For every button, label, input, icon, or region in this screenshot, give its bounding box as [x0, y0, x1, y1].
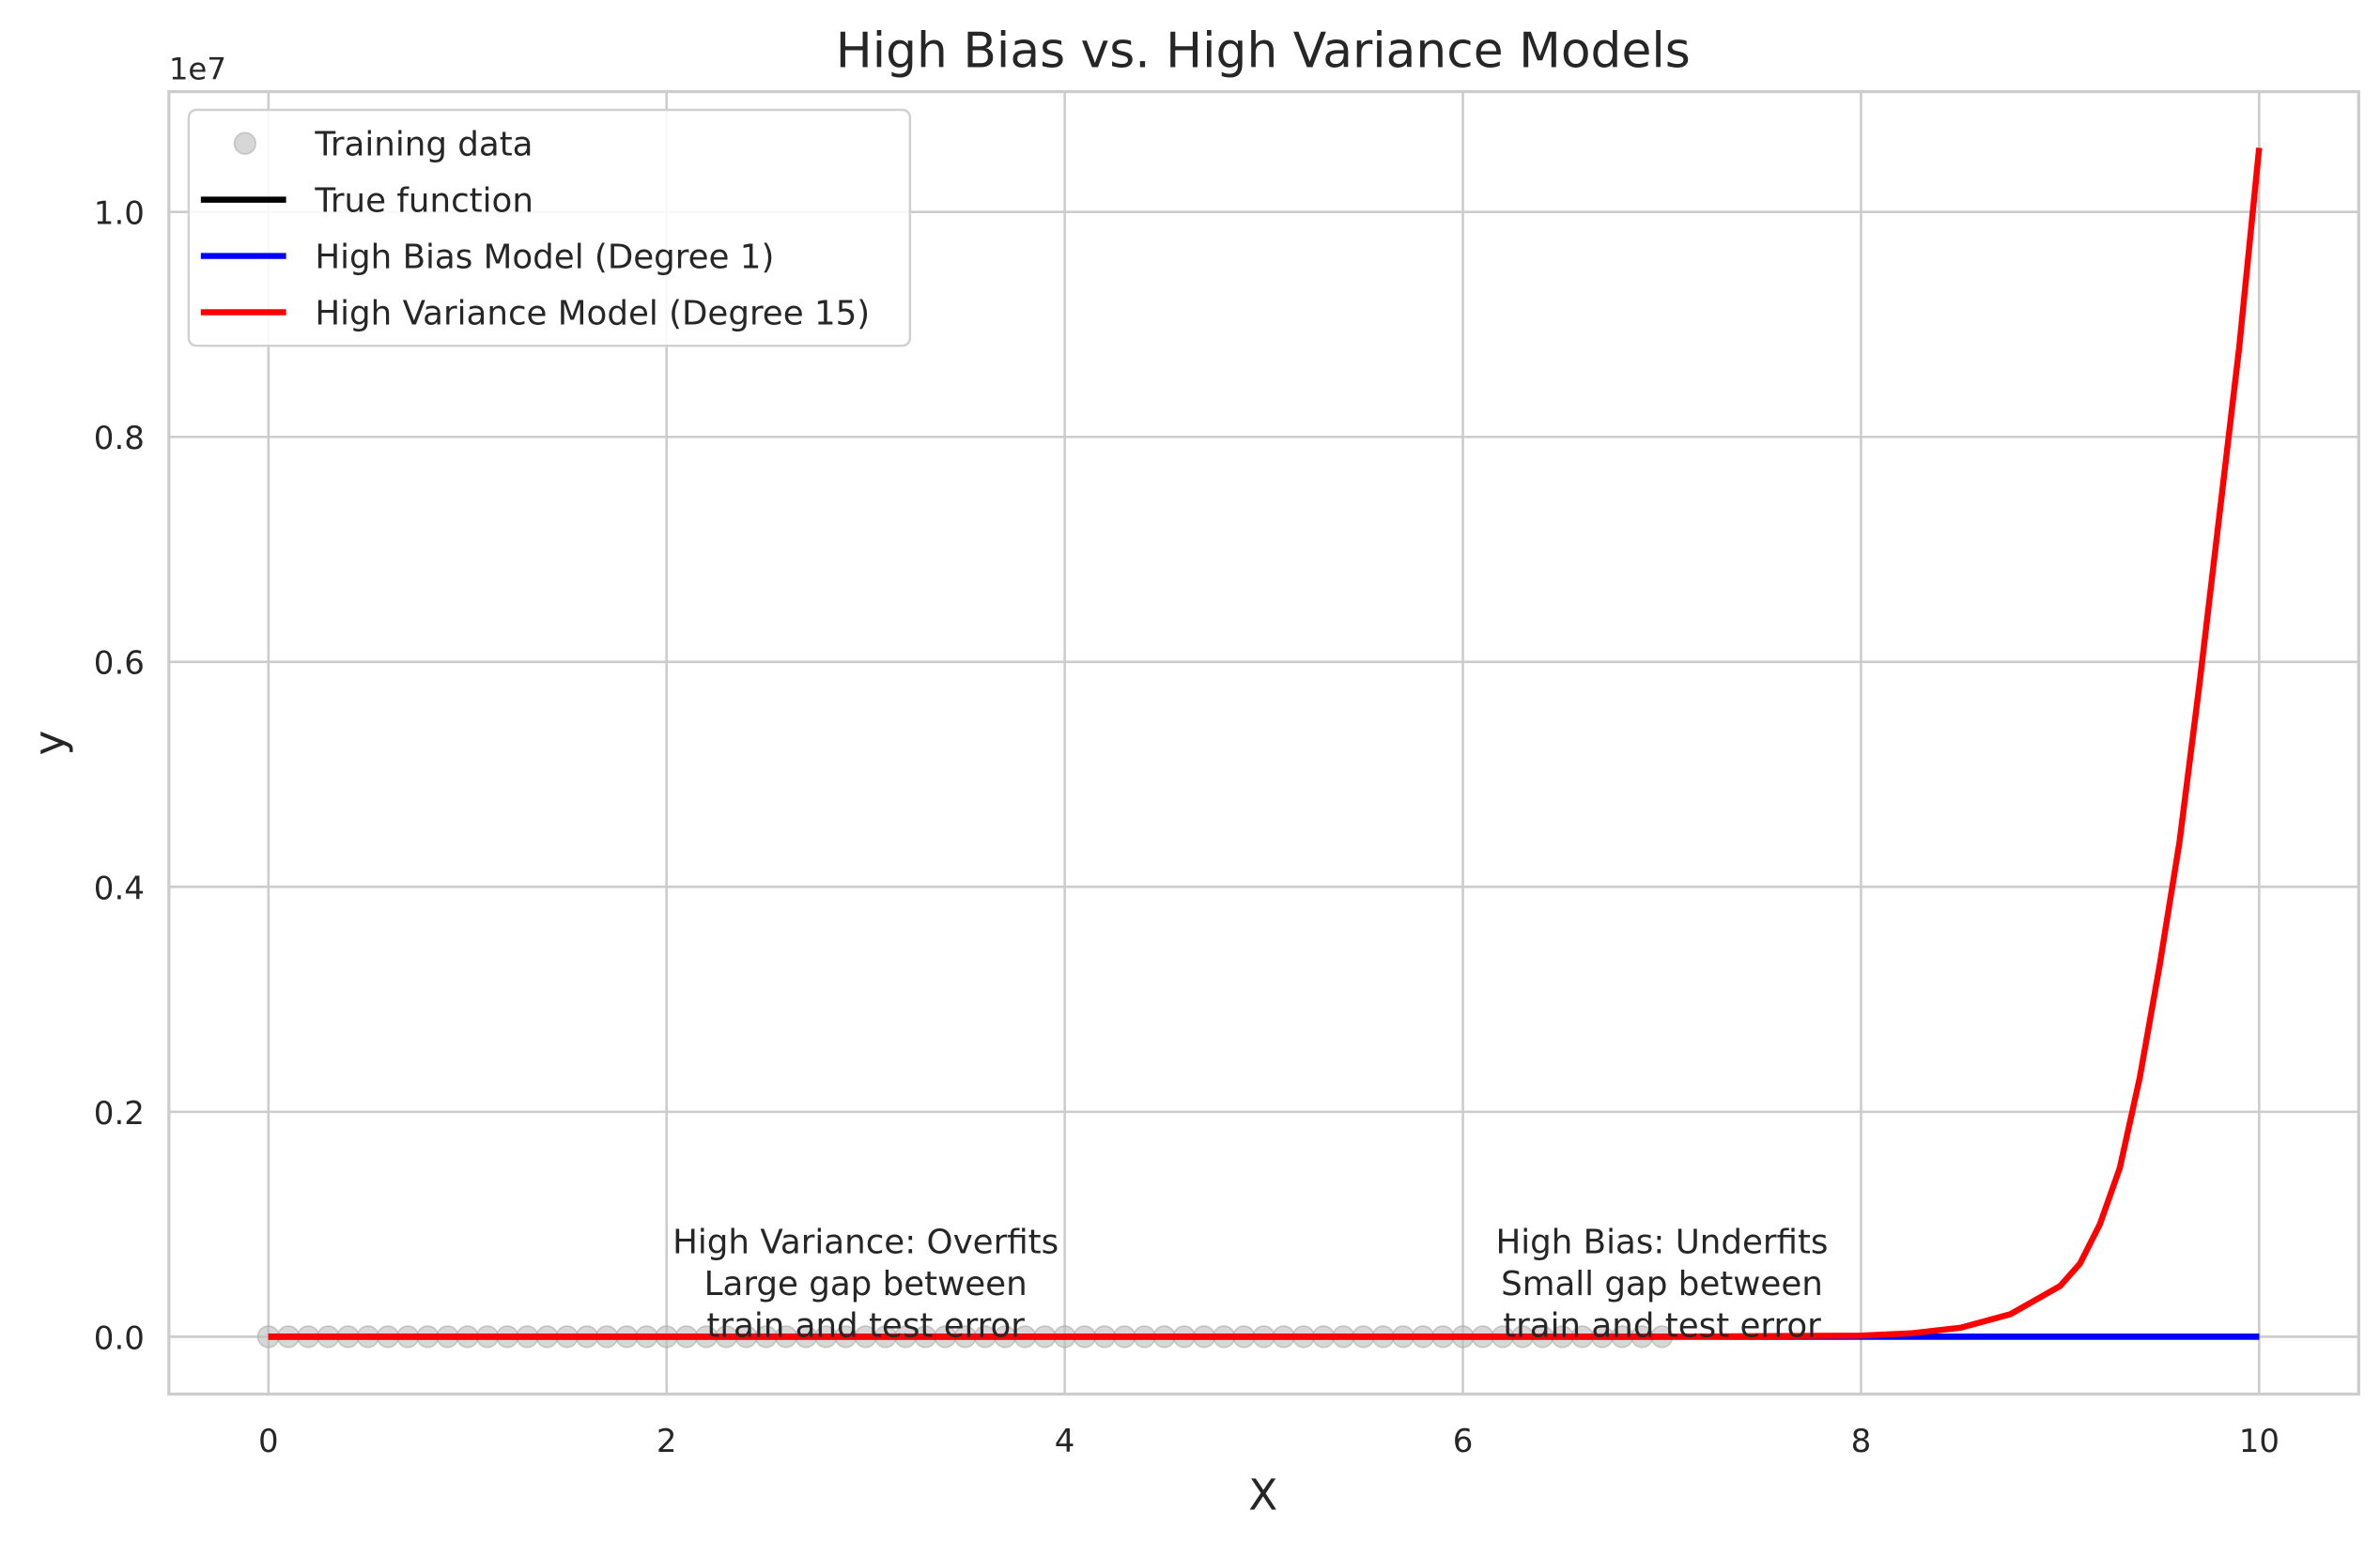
annotation: Small gap between — [1501, 1265, 1823, 1303]
legend-label: High Bias Model (Degree 1) — [315, 239, 774, 277]
x-tick-label: 2 — [657, 1423, 677, 1460]
x-tick-label: 10 — [2239, 1423, 2280, 1460]
x-axis-label: X — [1248, 1471, 1277, 1520]
y-offset-label: 1e7 — [169, 52, 226, 87]
data-line — [268, 147, 2263, 1340]
y-tick-label: 0.8 — [94, 420, 145, 457]
legend-marker — [233, 131, 257, 155]
y-tick-label: 1.0 — [94, 195, 145, 233]
x-tick-label: 8 — [1851, 1423, 1872, 1460]
legend: Training data True function High Bias Mode… — [187, 108, 912, 347]
y-tick-label: 0.6 — [94, 645, 145, 683]
y-tick-label: 0.4 — [94, 870, 145, 907]
legend-box — [187, 108, 912, 347]
x-tick-label: 0 — [258, 1423, 279, 1460]
y-tick-label: 0.0 — [94, 1319, 145, 1357]
annotation: High Variance: Overfits — [672, 1223, 1059, 1261]
y-tick-label: 0.2 — [94, 1095, 145, 1133]
legend-label: Training data — [314, 126, 533, 164]
annotation: High Bias: Underfits — [1495, 1223, 1828, 1261]
legend-label: True function — [314, 182, 533, 221]
legend-label: High Variance Model (Degree 15) — [315, 294, 870, 332]
chart-title: High Bias vs. High Variance Models — [836, 23, 1691, 80]
annotation: Large gap between — [704, 1265, 1028, 1303]
annotation: train and test error — [706, 1306, 1025, 1345]
annotation: train and test error — [1503, 1306, 1821, 1345]
y-axis-label: y — [24, 731, 74, 756]
plot-frame — [167, 89, 2360, 1396]
x-tick-label: 4 — [1055, 1423, 1075, 1460]
x-tick-label: 6 — [1453, 1423, 1474, 1460]
